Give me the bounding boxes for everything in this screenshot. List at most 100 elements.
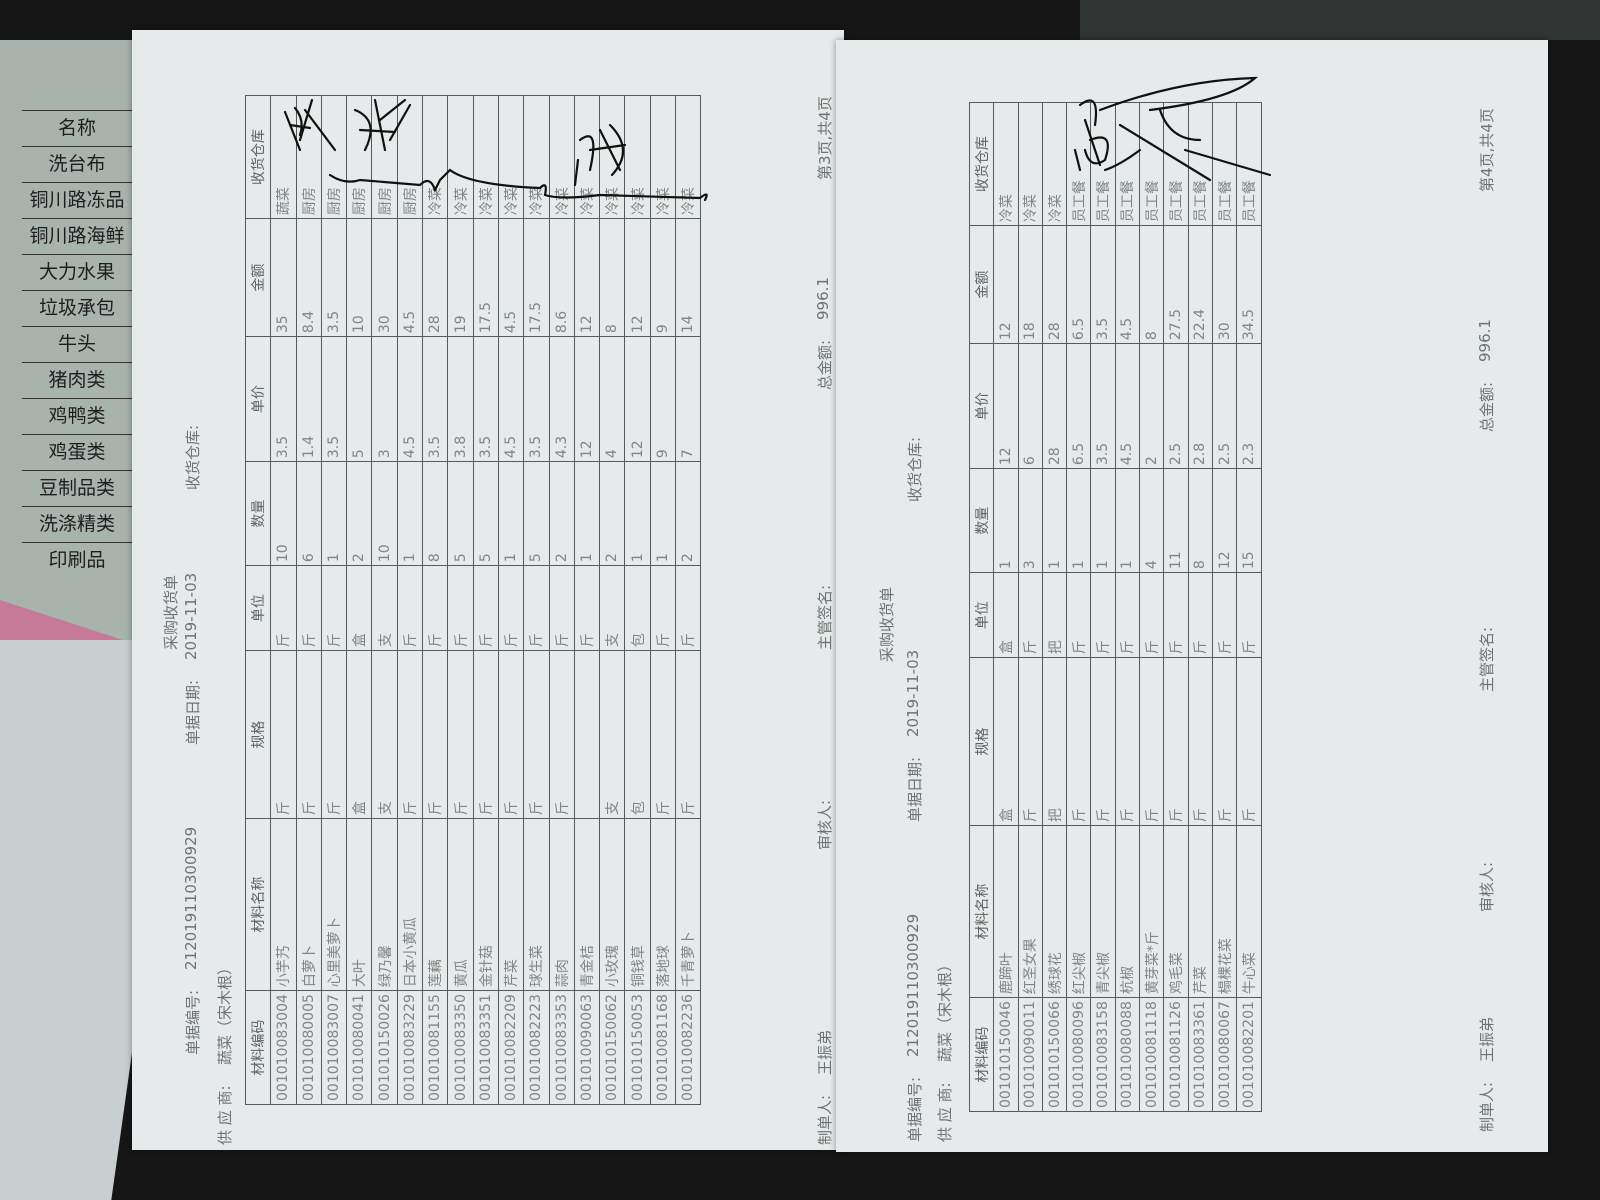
items-table: 材料编码 材料名称 规格 单位 数量 单价 金额 收货仓库 001010083004 小芋艿斤斤 1… xyxy=(245,95,701,1105)
column-header: 数量 xyxy=(245,461,271,566)
table-cell: 斤 xyxy=(1139,657,1164,826)
table-cell: 1.4 xyxy=(296,336,322,462)
table-cell: 落地球 xyxy=(650,818,676,991)
table-cell: 2 xyxy=(599,461,625,566)
table-cell: 支 xyxy=(371,565,398,651)
table-cell: 1 xyxy=(1042,468,1067,573)
table-row: 001010080088 杭椒斤斤 1 4.5 4.5 员工餐 xyxy=(1115,102,1140,1112)
table-cell: 1 xyxy=(1115,468,1140,573)
table-cell: 3 xyxy=(371,336,398,462)
auditor-label: 审核人: xyxy=(816,799,834,850)
table-cell: 3.5 xyxy=(321,336,347,462)
table-cell: 斤 xyxy=(1212,572,1237,658)
table-cell: 8.6 xyxy=(549,218,575,337)
table-cell: 员工餐 xyxy=(1236,102,1262,226)
page-indicator: 第4页,共4页 xyxy=(1478,108,1496,192)
table-cell: 001010082223 xyxy=(523,990,550,1105)
auditor-label: 审核人: xyxy=(1478,861,1496,912)
table-cell: 8 xyxy=(599,218,625,337)
table-cell: 斤 xyxy=(270,650,297,819)
table-row: 001010081155 莲藕斤斤 8 3.5 28 冷菜 xyxy=(422,95,448,1105)
table-cell: 1 xyxy=(498,461,524,566)
manager-signature-label: 主管签名: xyxy=(1478,626,1496,692)
table-cell: 001010083351 xyxy=(473,990,499,1105)
table-cell: 斤 xyxy=(523,565,550,651)
table-cell: 4.5 xyxy=(498,336,524,462)
table-cell: 把 xyxy=(1042,657,1067,826)
table-cell: 1 xyxy=(321,461,347,566)
table-cell: 6 xyxy=(296,461,322,566)
table-cell: 001010083353 xyxy=(549,990,575,1105)
table-cell: 001010082209 xyxy=(498,990,524,1105)
table-cell: 001010090063 xyxy=(574,990,600,1105)
table-cell: 4.5 xyxy=(498,218,524,337)
table-row: 001010082236 千青萝卜斤斤 2 7 14 冷菜 xyxy=(675,95,701,1105)
table-cell: 斤 xyxy=(549,650,575,819)
column-header: 金额 xyxy=(245,218,271,337)
table-row: 001010082223 球生菜斤斤 5 3.5 17.5 冷菜 xyxy=(523,95,550,1105)
table-cell: 黄芽菜*斤 xyxy=(1139,825,1164,998)
table-cell: 001010083158 xyxy=(1090,997,1116,1112)
table-cell: 9 xyxy=(650,336,676,462)
table-cell: 17.5 xyxy=(473,218,499,337)
table-cell: 厨房 xyxy=(321,95,347,219)
doc-date: 2019-11-03 xyxy=(182,572,200,660)
table-cell: 小芋艿 xyxy=(270,818,297,991)
table-cell: 冷菜 xyxy=(422,95,448,219)
table-cell: 斤 xyxy=(1139,572,1164,658)
table-cell: 2.3 xyxy=(1236,343,1262,469)
table-row: 001010150026 绿乃馨支支 10 3 30 厨房 xyxy=(371,95,398,1105)
table-cell: 5 xyxy=(523,461,550,566)
table-cell: 15 xyxy=(1236,468,1262,573)
table-cell: 8 xyxy=(1139,225,1164,344)
table-cell: 斤 xyxy=(574,565,600,651)
table-cell: 5 xyxy=(447,461,474,566)
table-cell: 12 xyxy=(993,343,1019,469)
table-cell: 18 xyxy=(1018,225,1043,344)
table-cell: 2.8 xyxy=(1188,343,1213,469)
table-cell: 3.5 xyxy=(1090,225,1116,344)
table-row: 001010083361 芹菜斤斤 8 2.8 22.4 员工餐 xyxy=(1188,102,1213,1112)
background-list-item: 大力水果 xyxy=(22,254,132,289)
table-cell: 日本小黄瓜 xyxy=(397,818,423,991)
table-cell: 6.5 xyxy=(1066,343,1091,469)
table-cell: 斤 xyxy=(447,650,474,819)
table-cell: 28 xyxy=(1042,343,1067,469)
table-cell: 19 xyxy=(447,218,474,337)
total-amount-label: 总金额: xyxy=(1478,381,1496,432)
table-cell: 001010150026 xyxy=(371,990,398,1105)
table-cell: 金针菇 xyxy=(473,818,499,991)
table-cell: 杭椒 xyxy=(1115,825,1140,998)
table-cell: 8.4 xyxy=(296,218,322,337)
table-cell: 35 xyxy=(270,218,297,337)
table-cell: 冷菜 xyxy=(447,95,474,219)
background-list-item: 垃圾承包 xyxy=(22,290,132,325)
table-cell: 冷菜 xyxy=(1042,102,1067,226)
column-header: 规格 xyxy=(245,650,271,819)
receipt-sheet-page-4: 采购收货单 单据编号: 212019110300929 单据日期: 2019-11-03… xyxy=(836,40,1548,1152)
table-cell: 支 xyxy=(371,650,398,819)
table-row: 001010081118 黄芽菜*斤斤斤 4 2 8 员工餐 xyxy=(1139,102,1164,1112)
table-cell: 斤 xyxy=(270,565,297,651)
column-header: 单位 xyxy=(969,572,994,658)
column-header: 单价 xyxy=(969,343,994,469)
table-cell: 001010083007 xyxy=(321,990,347,1105)
table-cell: 斤 xyxy=(397,565,423,651)
table-cell: 莲藕 xyxy=(422,818,448,991)
table-cell: 1 xyxy=(650,461,676,566)
table-cell: 12 xyxy=(574,336,600,462)
doc-number-label: 单据编号: xyxy=(906,1076,924,1142)
doc-date-label: 单据日期: xyxy=(184,679,202,745)
background-list-item: 豆制品类 xyxy=(22,470,132,505)
supplier-name: 蔬菜（宋木根） xyxy=(936,956,954,1062)
table-cell: 001010150062 xyxy=(599,990,625,1105)
table-cell: 厨房 xyxy=(397,95,423,219)
table-cell: 3.5 xyxy=(422,336,448,462)
background-list-item: 印刷品 xyxy=(22,542,132,577)
table-cell: 001010083229 xyxy=(397,990,423,1105)
table-cell: 斤 xyxy=(1212,657,1237,826)
background-list-item: 牛头 xyxy=(22,326,132,361)
table-cell: 2.5 xyxy=(1163,343,1189,469)
table-cell: 员工餐 xyxy=(1115,102,1140,226)
table-cell: 斤 xyxy=(650,565,676,651)
